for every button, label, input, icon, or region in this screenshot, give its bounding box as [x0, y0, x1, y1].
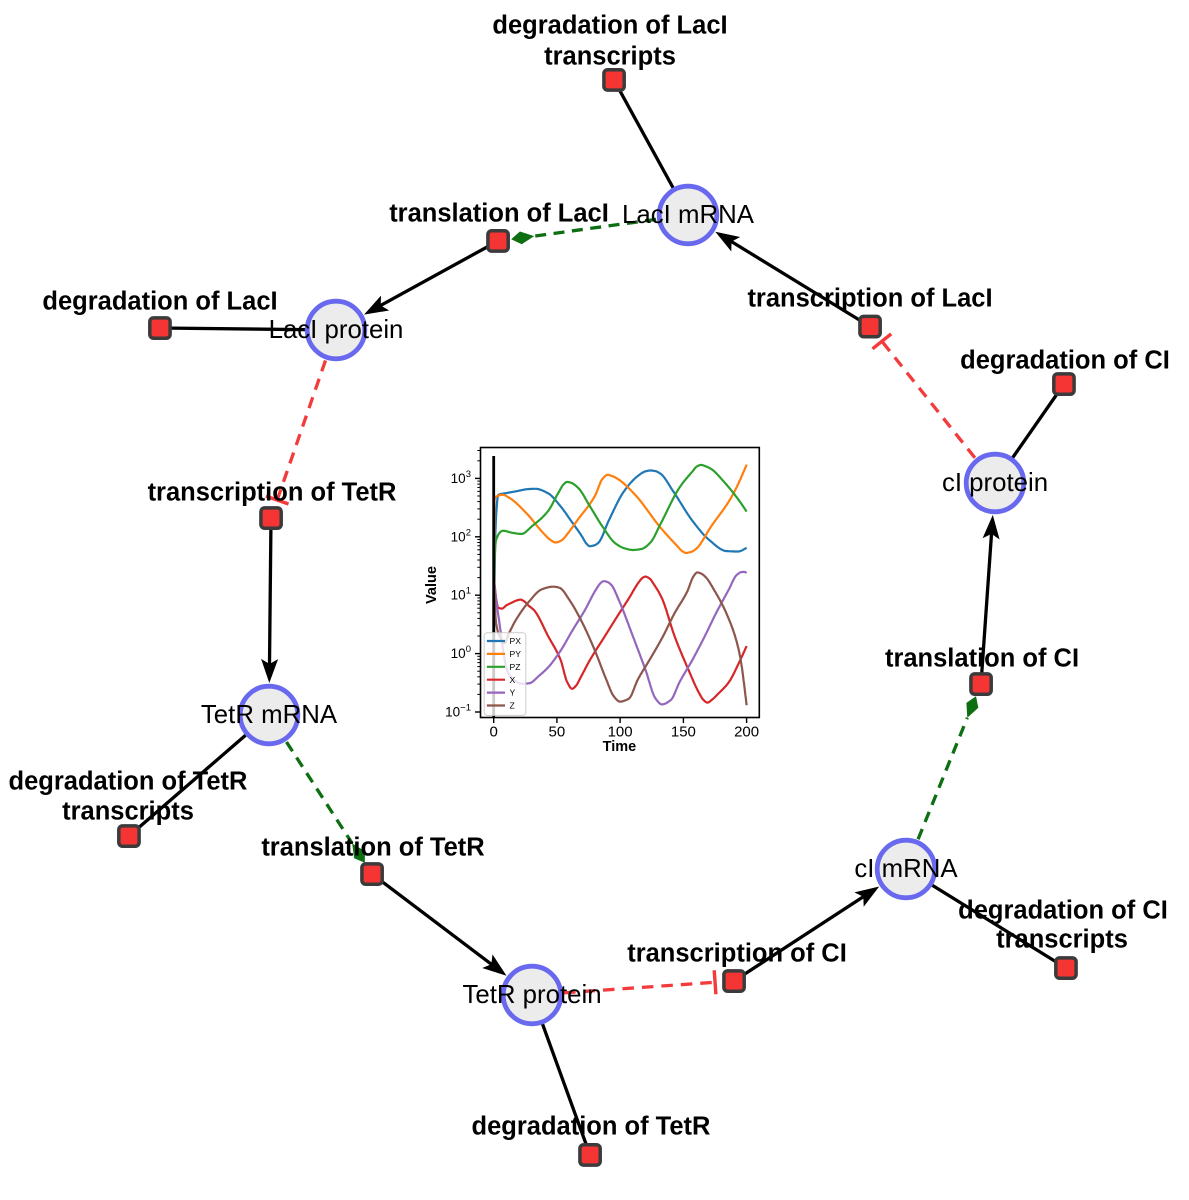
svg-text:transcripts: transcripts — [996, 925, 1128, 953]
svg-text:transcription of LacI: transcription of LacI — [747, 284, 992, 312]
svg-text:degradation of TetR: degradation of TetR — [472, 1112, 711, 1140]
svg-text:TetR protein: TetR protein — [462, 981, 601, 1009]
svg-text:0: 0 — [490, 724, 498, 741]
svg-text:cI protein: cI protein — [942, 469, 1048, 497]
svg-text:transcription of TetR: transcription of TetR — [148, 478, 397, 506]
svg-text:Z: Z — [510, 701, 515, 711]
svg-text:TetR mRNA: TetR mRNA — [201, 701, 338, 729]
svg-text:Time: Time — [603, 739, 637, 755]
svg-text:transcripts: transcripts — [62, 797, 194, 825]
svg-text:translation of CI: translation of CI — [885, 644, 1079, 672]
svg-text:translation of LacI: translation of LacI — [389, 199, 609, 227]
svg-text:X: X — [510, 675, 516, 685]
svg-text:LacI protein: LacI protein — [269, 316, 404, 344]
svg-text:degradation of TetR: degradation of TetR — [9, 767, 248, 795]
svg-text:transcripts: transcripts — [544, 42, 676, 70]
svg-text:50: 50 — [549, 724, 566, 741]
svg-text:200: 200 — [734, 724, 759, 741]
svg-text:PX: PX — [510, 636, 522, 646]
svg-text:PY: PY — [510, 649, 522, 659]
svg-text:cI mRNA: cI mRNA — [854, 855, 958, 883]
svg-text:PZ: PZ — [510, 662, 521, 672]
svg-text:LacI mRNA: LacI mRNA — [622, 201, 755, 229]
svg-text:Value: Value — [424, 566, 440, 604]
svg-text:degradation of LacI: degradation of LacI — [42, 287, 277, 315]
svg-text:translation of TetR: translation of TetR — [261, 833, 484, 861]
svg-text:Y: Y — [510, 688, 516, 698]
svg-text:transcription of CI: transcription of CI — [627, 939, 847, 967]
svg-text:degradation of LacI: degradation of LacI — [492, 11, 727, 39]
svg-text:degradation of CI: degradation of CI — [960, 346, 1170, 374]
svg-text:150: 150 — [671, 724, 696, 741]
svg-text:degradation of CI: degradation of CI — [958, 896, 1168, 924]
svg-text:100: 100 — [608, 724, 633, 741]
